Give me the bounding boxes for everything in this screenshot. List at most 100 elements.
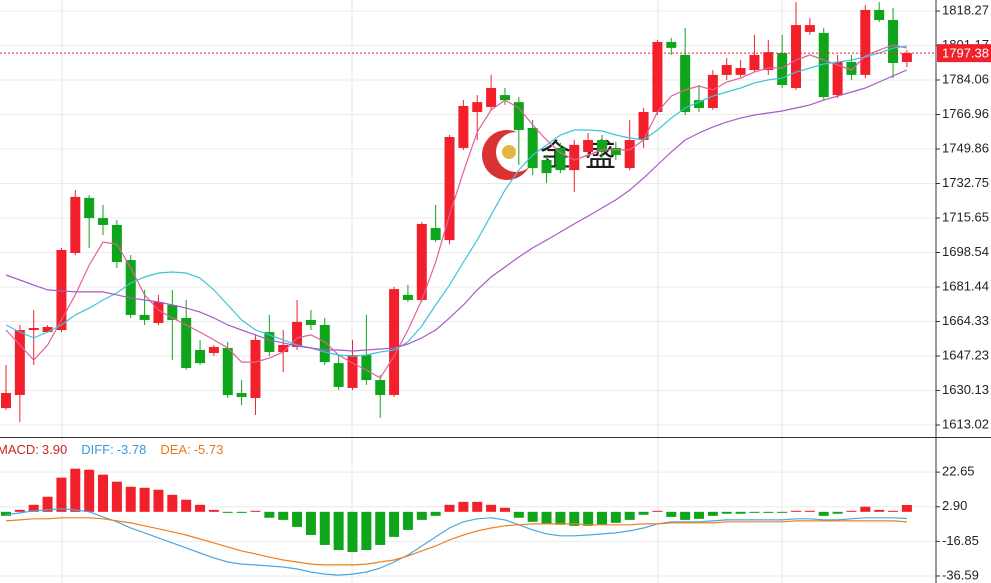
candle-body <box>694 100 704 108</box>
macd-bar <box>846 510 857 512</box>
candle-body <box>583 140 594 152</box>
candle-body <box>125 260 136 315</box>
candle-body <box>181 317 192 368</box>
macd-bar <box>610 511 621 523</box>
y-tick-label: 1647.23 <box>942 347 989 362</box>
candle-body <box>846 61 857 75</box>
candle-body <box>14 330 25 395</box>
readout-value: 3.90 <box>42 442 67 457</box>
macd-bar <box>624 511 635 520</box>
candle-body <box>70 196 81 253</box>
y-tick-label: 1732.75 <box>942 175 989 190</box>
macd-bar <box>84 469 95 512</box>
y-tick-label: 1681.44 <box>942 278 989 293</box>
candle-body <box>56 249 67 331</box>
macd-bar <box>569 511 580 526</box>
readout-value: -5.73 <box>194 442 224 457</box>
candle-body <box>402 294 413 300</box>
candle-body <box>333 363 344 387</box>
macd-bar <box>264 511 275 518</box>
readout-label: MACD: <box>0 442 39 457</box>
axis: 1818.271801.171784.061766.961749.861732.… <box>936 2 991 582</box>
readout-value: -3.78 <box>117 442 147 457</box>
candle-body <box>208 346 219 354</box>
last-price-box <box>937 44 991 63</box>
candle-body <box>319 324 330 363</box>
macd-bar <box>749 511 760 513</box>
macd-bar <box>777 511 788 513</box>
macd-bar <box>555 511 566 525</box>
macd-bar <box>14 509 25 512</box>
candle-body <box>860 9 871 75</box>
y-tick-label: -36.59 <box>942 567 979 582</box>
macd-bar <box>763 511 774 513</box>
macd-bar <box>680 511 691 520</box>
candle-body <box>874 9 885 21</box>
candle-body <box>555 147 566 171</box>
macd-bar <box>236 511 247 513</box>
macd-bar <box>167 494 178 512</box>
macd-bar <box>42 496 53 512</box>
candle-body <box>527 127 538 169</box>
candle-body <box>167 305 178 320</box>
macd-bar <box>804 510 815 512</box>
indicator-line <box>5 44 908 379</box>
candle-body <box>305 319 316 325</box>
macd-bar <box>652 510 663 512</box>
candle-body <box>680 54 691 113</box>
candle-body <box>749 54 760 71</box>
candle-body <box>652 42 663 113</box>
macd-bar <box>874 509 885 512</box>
last-price-label: 1797.38 <box>942 46 989 61</box>
candle-body <box>763 52 774 71</box>
macd-bar <box>70 468 81 512</box>
y-tick-label: 1766.96 <box>942 106 989 121</box>
candle-body <box>804 25 815 32</box>
candle-body <box>624 140 635 169</box>
candle-body <box>153 302 164 323</box>
macd-bar <box>666 511 677 517</box>
y-tick-label: 1630.13 <box>942 382 989 397</box>
candle-body <box>278 344 289 353</box>
candle-body <box>777 53 788 85</box>
macd-bar <box>583 511 594 526</box>
candle-body <box>250 339 261 399</box>
macd-bar <box>527 511 538 522</box>
y-tick-label: 22.65 <box>942 464 975 479</box>
candle-body <box>42 327 53 333</box>
candle-body <box>513 102 524 130</box>
macd-bar <box>1 511 11 516</box>
macd-bar <box>125 486 136 512</box>
macd-bar <box>430 511 441 516</box>
macd-bar <box>195 504 206 512</box>
candle-body <box>458 105 469 148</box>
macd-bar <box>596 511 607 525</box>
candle-body <box>416 223 427 300</box>
macd-bar <box>347 511 358 552</box>
candle-body <box>610 147 621 155</box>
candle-body <box>292 321 303 347</box>
candle-body <box>375 380 386 395</box>
macd-bar <box>333 511 344 551</box>
macd-readout: MACD: 3.90 DIFF: -3.78 DEA: -5.73 <box>0 442 223 457</box>
y-tick-label: 1784.06 <box>942 71 989 86</box>
candle-body <box>721 65 732 75</box>
macd-bar <box>28 504 39 512</box>
macd-bar <box>541 511 552 524</box>
macd-bar <box>486 504 497 512</box>
macd-bar <box>818 511 829 516</box>
macd-bar <box>222 511 233 513</box>
candle-body <box>569 144 580 171</box>
macd-bar <box>139 487 150 512</box>
candle-body <box>791 25 802 89</box>
macd-bar <box>278 511 289 520</box>
candle-body <box>236 392 247 398</box>
candle-body <box>818 32 829 98</box>
y-tick-label: 2.90 <box>942 498 967 513</box>
macd-bar <box>791 510 802 512</box>
indicator-line <box>5 517 907 566</box>
macd-bar <box>402 511 413 530</box>
macd-bar <box>901 504 912 512</box>
candle-body <box>541 160 552 174</box>
